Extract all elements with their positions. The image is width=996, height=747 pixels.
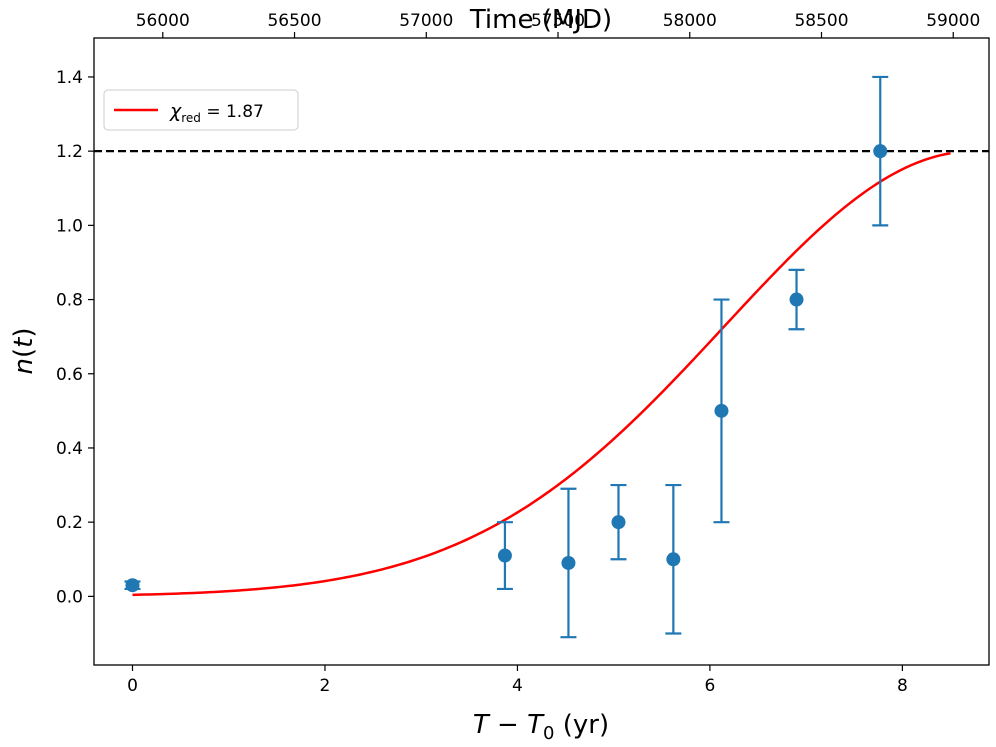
top-x-tick-label: 56500: [267, 11, 321, 31]
legend: χred = 1.87: [103, 89, 299, 131]
x-tick-label: 0: [127, 676, 138, 696]
data-point: [666, 552, 681, 567]
top-x-tick-label: 57000: [399, 11, 453, 31]
x-tick-label: 2: [320, 676, 331, 696]
data-point: [497, 548, 512, 563]
x-axis-title: T − T0 (yr): [473, 710, 609, 744]
y-tick-label: 1.0: [56, 216, 83, 236]
data-point: [611, 515, 626, 530]
x-tick-label: 4: [512, 676, 523, 696]
y-tick-label: 1.4: [56, 68, 83, 88]
y-tick-label: 0.8: [56, 291, 83, 311]
data-point: [714, 403, 729, 418]
x-tick-label: 8: [897, 676, 908, 696]
y-tick-label: 0.4: [56, 439, 83, 459]
data-point: [561, 555, 576, 570]
top-axis-title: Time (MJD): [469, 5, 612, 35]
legend-box: [103, 89, 299, 131]
top-x-tick-label: 58000: [663, 11, 717, 31]
data-point: [125, 578, 140, 593]
data-point: [789, 292, 804, 307]
top-x-tick-label: 56000: [136, 11, 190, 31]
data-point: [873, 144, 888, 159]
y-tick-label: 0.0: [56, 587, 83, 607]
y-tick-label: 0.2: [56, 513, 83, 533]
y-tick-label: 0.6: [56, 365, 83, 385]
top-x-tick-label: 59000: [926, 11, 980, 31]
fit-curve: [132, 151, 951, 597]
y-tick-label: 1.2: [56, 142, 83, 162]
y-axis-title: n(t): [9, 328, 39, 375]
x-tick-label: 6: [704, 676, 715, 696]
plot-frame: [93, 37, 990, 666]
top-x-tick-label: 58500: [794, 11, 848, 31]
top-x-tick-label: 57500: [531, 11, 585, 31]
legend-fit-label: χred = 1.87: [169, 100, 264, 125]
